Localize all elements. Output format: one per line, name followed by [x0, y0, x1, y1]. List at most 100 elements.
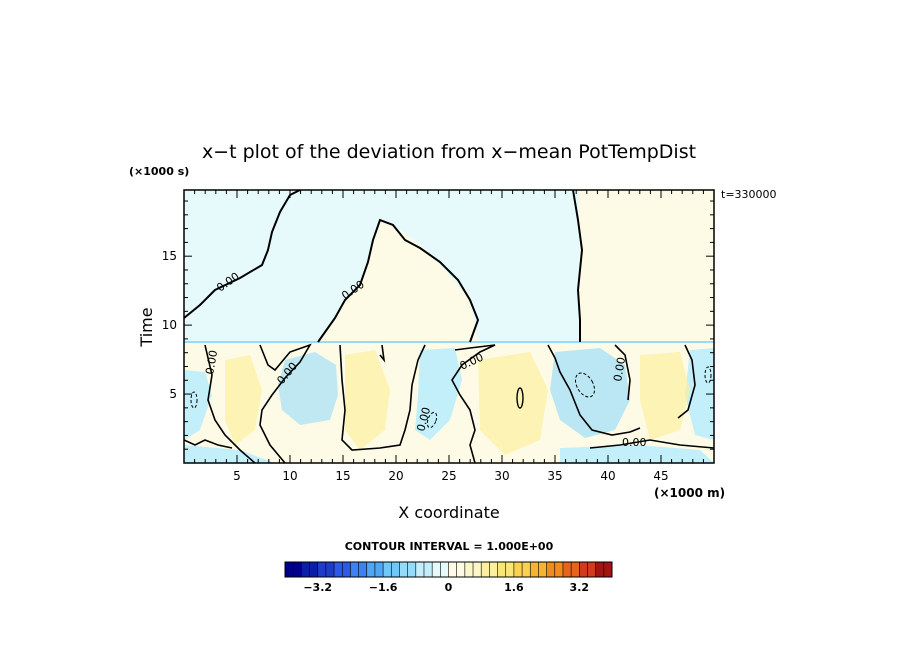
colorbar-cell — [489, 562, 498, 577]
zero-contour-lower-e — [451, 344, 496, 463]
x-tick-label: 40 — [600, 469, 615, 483]
colorbar-cell — [334, 562, 343, 577]
y-tick-label: 5 — [169, 387, 177, 401]
zero-contour-lower-c — [339, 344, 426, 451]
colorbar-cell — [530, 562, 539, 577]
zero-contour-loop — [516, 387, 524, 409]
colorbar-cell — [391, 562, 400, 577]
negative-region-lower-3 — [415, 348, 462, 440]
colorbar-cell — [350, 562, 359, 577]
colorbar-cell — [407, 562, 417, 577]
contour-interval-text: CONTOUR INTERVAL = 1.000E+00 — [345, 540, 554, 553]
colorbar-cell — [358, 562, 368, 577]
negative-region-lower-5 — [685, 348, 714, 440]
colorbar-cell — [456, 562, 466, 577]
colorbar-cell — [309, 562, 318, 577]
colorbar-cell — [587, 562, 596, 577]
colorbar-cell — [505, 562, 515, 577]
negative-region-lower-4 — [550, 348, 630, 438]
contour-label: 0.00 — [414, 406, 433, 433]
colorbar-cell — [317, 562, 327, 577]
colorbar-cell — [464, 562, 474, 577]
contour-label: 0.00 — [622, 436, 647, 449]
negative-region-lower-1 — [184, 370, 212, 440]
negative-region-lower-7 — [560, 445, 714, 463]
negative-contour-1 — [575, 372, 595, 398]
y-tick-label: 10 — [162, 318, 177, 332]
colorbar-cell — [473, 562, 482, 577]
negative-contour-2 — [426, 411, 438, 429]
colorbar-cell — [579, 562, 588, 577]
y-tick-label: 15 — [162, 249, 177, 263]
colorbar-cell — [522, 562, 531, 577]
zero-contour-lower-d — [379, 344, 386, 363]
zero-contour-upper-right — [572, 190, 584, 342]
y-unit-label: (×1000 s) — [129, 165, 189, 178]
colorbar-cell — [546, 562, 556, 577]
x-unit-label: (×1000 m) — [654, 486, 725, 500]
x-tick-label: 20 — [388, 469, 403, 483]
colorbar-cell — [538, 562, 547, 577]
x-tick-label: 5 — [233, 469, 241, 483]
colorbar-cell — [432, 562, 441, 577]
x-tick-label: 30 — [494, 469, 509, 483]
zero-contour-upper-middle — [317, 218, 480, 343]
zero-contour-lower-b — [259, 343, 312, 463]
contour-label: 0.00 — [203, 349, 220, 375]
colorbar-tick-label: −1.6 — [369, 581, 398, 594]
colorbar-cell — [399, 562, 408, 577]
colorbar-cell — [571, 562, 580, 577]
colorbar-tick-label: 0 — [445, 581, 453, 594]
colorbar-cell — [415, 562, 425, 577]
negative-region-upper — [184, 190, 290, 310]
time-stamp: t=330000 — [721, 188, 777, 201]
y-axis: 5 10 15 — [162, 200, 714, 450]
x-tick-label: 10 — [282, 469, 297, 483]
x-axis-label: X coordinate — [398, 503, 499, 522]
x-tick-label: 45 — [653, 469, 668, 483]
zero-contour-upper-left — [184, 190, 301, 319]
x-tick-label: 25 — [441, 469, 456, 483]
colorbar-cell — [423, 562, 433, 577]
zero-contour-lower-h — [677, 344, 696, 419]
colorbar-cell — [383, 562, 392, 577]
colorbar-cell — [603, 562, 613, 577]
colorbar-cell — [293, 562, 302, 577]
colorbar-tick-label: 1.6 — [504, 581, 524, 594]
positive-region-lower-4 — [640, 352, 690, 440]
colorbar-cell — [481, 562, 490, 577]
colorbar-cell — [554, 562, 564, 577]
zero-contour-lower-g — [614, 344, 631, 401]
colorbar-cell — [301, 562, 310, 577]
positive-region-lower-1 — [225, 355, 262, 445]
x-tick-label: 15 — [335, 469, 350, 483]
colorbar-cell — [562, 562, 572, 577]
y-axis-label: Time — [137, 307, 156, 347]
colorbar-cell — [448, 562, 457, 577]
negative-region-lower-6 — [184, 445, 275, 463]
x-axis: 5 10 15 20 25 30 35 40 45 — [194, 190, 704, 483]
colorbar-cell — [595, 562, 605, 577]
negative-contour-3 — [190, 391, 198, 409]
positive-region-lower-2 — [345, 350, 390, 450]
colorbar-cell — [374, 562, 384, 577]
colorbar-frame — [284, 561, 613, 578]
negative-contour-4 — [704, 366, 712, 384]
positive-region-lower-3 — [478, 352, 548, 455]
colorbar-cell — [342, 562, 351, 577]
colorbar-cell — [325, 562, 335, 577]
colorbar-cell — [366, 562, 376, 577]
chart-title: x−t plot of the deviation from x−mean Po… — [202, 141, 696, 163]
zero-contour-lower-i — [184, 439, 233, 449]
x-tick-label: 35 — [547, 469, 562, 483]
zero-contour-lower-a — [204, 344, 256, 463]
contour-label: 0.00 — [611, 356, 628, 382]
colorbar: −3.2 −1.6 0 1.6 3.2 — [284, 561, 613, 594]
zero-contour-lower-j — [589, 439, 714, 449]
negative-region-upper-wide — [184, 190, 580, 342]
plot-area: 0.00 0.00 0.00 0.00 0.00 0.00 0.00 0.00 — [184, 190, 714, 463]
colorbar-cell — [513, 562, 523, 577]
colorbar-cell — [285, 562, 294, 577]
colorbar-cell — [440, 562, 449, 577]
